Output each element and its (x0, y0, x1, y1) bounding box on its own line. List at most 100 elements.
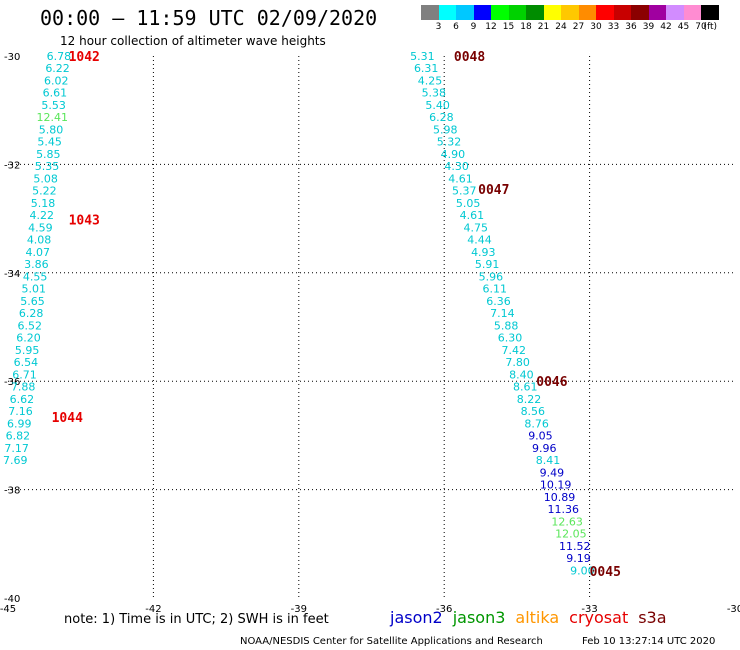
wave-height-value: 5.45 (37, 136, 62, 149)
wave-height-value: 6.54 (14, 356, 39, 369)
wave-height-value: 5.18 (31, 197, 56, 210)
lon-tick-label: -30 (727, 604, 740, 615)
wave-height-value: 5.22 (32, 185, 57, 198)
wave-height-value: 6.99 (7, 417, 32, 430)
legend-label: 3 (435, 22, 442, 32)
wave-height-value: 5.08 (33, 172, 58, 185)
lat-tick-label: -34 (4, 269, 20, 280)
legend-label: 15 (502, 22, 515, 32)
legend-swatch (456, 5, 474, 20)
legend-swatch (683, 5, 701, 20)
generation-timestamp: Feb 10 13:27:14 UTC 2020 (582, 636, 716, 647)
wave-height-value: 4.90 (441, 148, 466, 161)
agency-credit: NOAA/NESDIS Center for Satellite Applica… (240, 636, 543, 647)
lon-tick-label: -45 (0, 604, 16, 615)
wave-height-value: 6.11 (482, 283, 507, 296)
legend-swatch (631, 5, 649, 20)
page-subtitle: 12 hour collection of altimeter wave hei… (60, 34, 326, 48)
satellite-label: s3a (638, 608, 667, 627)
legend-label: 21 (537, 22, 550, 32)
wave-height-value: 7.88 (11, 381, 36, 394)
legend-swatch (648, 5, 666, 20)
wave-height-value: 5.96 (479, 270, 504, 283)
legend-label: 39 (642, 22, 655, 32)
legend-label: 27 (572, 22, 585, 32)
lon-tick-label: -39 (291, 604, 307, 615)
legend-label: 6 (453, 22, 459, 32)
wave-height-value: 4.93 (471, 246, 496, 259)
satellite-label: jason3 (452, 608, 506, 627)
wave-height-value: 8.61 (513, 381, 538, 394)
legend-label: 18 (520, 22, 532, 32)
lon-tick-label: -36 (436, 604, 452, 615)
wave-height-value: 4.25 (418, 74, 443, 87)
pass-time-label: 0046 (536, 375, 567, 390)
wave-height-value: 5.53 (41, 99, 66, 112)
wave-height-value: 12.63 (551, 515, 583, 528)
wave-height-value: 5.31 (410, 50, 435, 63)
wave-height-value: 4.44 (467, 234, 492, 247)
wave-height-value: 7.42 (502, 344, 527, 357)
wave-height-value: 5.85 (36, 148, 61, 161)
legend-swatch (701, 5, 719, 20)
wave-height-value: 6.71 (12, 368, 37, 381)
legend-unit: (ft) (703, 22, 718, 32)
wave-height-value: 5.80 (39, 123, 64, 136)
legend-swatch (508, 5, 526, 20)
wave-height-value: 6.20 (16, 332, 41, 345)
pass-time-label: 1043 (69, 214, 100, 229)
wave-height-value: 6.78 (47, 50, 72, 63)
wave-height-value: 8.40 (509, 368, 534, 381)
wave-height-value: 6.61 (43, 87, 68, 100)
wave-height-value: 3.86 (24, 258, 49, 271)
wave-height-value: 6.22 (45, 62, 70, 75)
wave-height-value: 5.38 (422, 87, 447, 100)
wave-height-value: 11.36 (548, 503, 580, 516)
wave-height-value: 5.37 (452, 185, 477, 198)
wave-height-value: 10.19 (540, 479, 572, 492)
wave-height-value: 6.82 (6, 430, 31, 443)
wave-height-value: 7.14 (490, 307, 515, 320)
wave-height-value: 5.98 (433, 123, 458, 136)
satellite-label: jason2 (390, 608, 443, 627)
wave-height-legend: 3 6 9 12 15 18 21 24 27 30 33 36 39 42 45 70 (ft) (421, 5, 740, 32)
wave-height-value: 9.19 (566, 552, 591, 565)
legend-swatch (438, 5, 456, 20)
wave-height-value: 5.05 (456, 197, 481, 210)
legend-label: 30 (590, 22, 602, 32)
wave-height-value: 4.61 (448, 172, 473, 185)
wave-height-value: 5.01 (22, 283, 47, 296)
legend-swatch (543, 5, 561, 20)
wave-height-value: 7.16 (8, 405, 33, 418)
satellite-label: cryosat (569, 608, 629, 627)
wave-height-value: 7.80 (505, 356, 530, 369)
lat-tick-label: -40 (4, 594, 20, 605)
wave-height-value: 5.65 (20, 295, 45, 308)
pass-time-label: 0048 (454, 50, 485, 65)
wave-height-value: 7.17 (4, 442, 29, 455)
legend-label: 42 (660, 22, 672, 32)
legend-label: 24 (555, 22, 567, 32)
wave-height-value: 5.35 (35, 160, 60, 173)
wave-height-value: 5.95 (15, 344, 40, 357)
legend-swatch (578, 5, 596, 20)
wave-height-value: 6.31 (414, 62, 439, 75)
wave-height-value: 10.89 (544, 491, 576, 504)
wave-height-value: 4.59 (28, 221, 53, 234)
wave-height-value: 6.28 (429, 111, 454, 124)
wave-height-value: 6.30 (498, 332, 523, 345)
legend-swatch (561, 5, 579, 20)
wave-height-value: 4.07 (25, 246, 50, 259)
wave-height-value: 4.22 (29, 209, 54, 222)
legend-swatch (666, 5, 684, 20)
legend-swatch (613, 5, 631, 20)
wave-height-value: 6.36 (486, 295, 511, 308)
legend-swatch (473, 5, 491, 20)
lat-tick-label: -30 (4, 52, 20, 63)
lat-tick-label: -32 (4, 160, 20, 171)
wave-height-value: 9.00 (570, 564, 595, 577)
wave-height-value: 9.49 (540, 466, 565, 479)
wave-height-value: 8.76 (524, 417, 549, 430)
